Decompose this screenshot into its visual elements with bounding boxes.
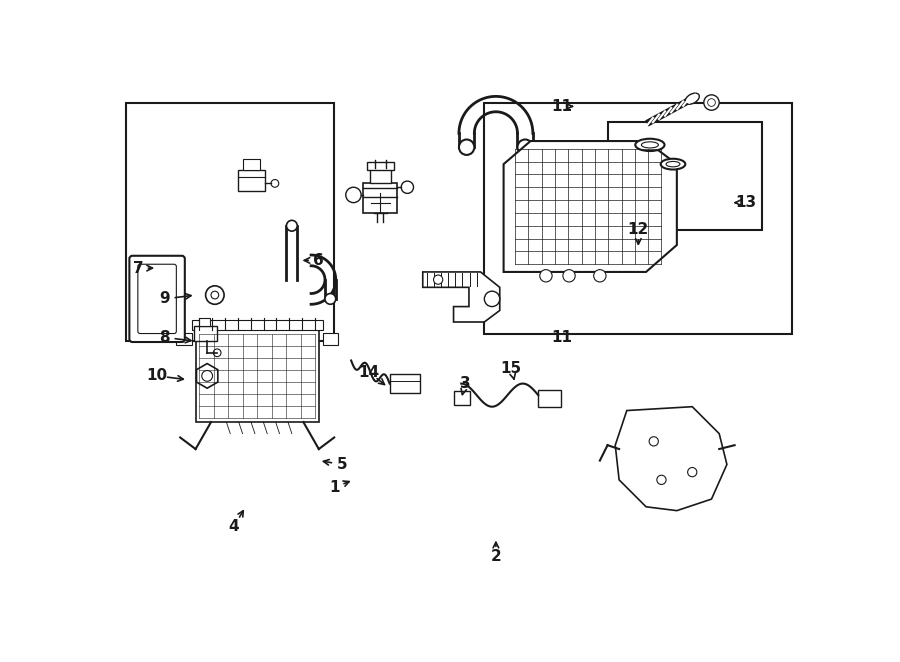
Bar [238,169,265,191]
Text: 11: 11 [551,99,572,114]
Text: 8: 8 [159,330,170,345]
Circle shape [202,371,212,381]
Circle shape [657,475,666,485]
Text: 11: 11 [551,330,572,345]
Circle shape [459,140,474,155]
Circle shape [484,291,500,307]
Bar [454,391,471,405]
Bar [200,318,211,326]
Circle shape [540,269,552,282]
Circle shape [213,349,221,357]
Ellipse shape [685,93,699,104]
Circle shape [649,437,659,446]
Circle shape [271,179,279,187]
Text: 14: 14 [358,365,380,379]
Text: 5: 5 [337,457,347,472]
Circle shape [205,286,224,305]
Text: 13: 13 [735,195,757,210]
Bar [322,333,338,345]
Bar [195,330,319,422]
Circle shape [707,99,716,107]
Circle shape [704,95,719,111]
FancyBboxPatch shape [130,256,184,342]
Polygon shape [423,272,500,322]
Circle shape [594,269,606,282]
Bar [192,320,322,330]
FancyBboxPatch shape [138,264,176,334]
Text: 6: 6 [313,253,324,268]
Bar [243,159,260,169]
Text: 15: 15 [500,361,522,376]
Bar [538,390,562,406]
Bar [194,326,217,341]
Text: 10: 10 [147,368,167,383]
Ellipse shape [642,142,659,148]
Circle shape [518,140,533,155]
Bar [370,168,392,183]
Circle shape [688,467,697,477]
Polygon shape [616,406,727,510]
Bar [176,333,192,345]
Circle shape [325,293,336,305]
Circle shape [401,181,413,193]
Text: 2: 2 [491,549,501,564]
Text: 1: 1 [329,480,339,495]
Bar [390,373,420,393]
Bar [484,103,792,334]
Bar [608,122,761,230]
Ellipse shape [635,139,664,151]
Bar [366,162,394,169]
Ellipse shape [666,162,680,167]
Polygon shape [504,141,677,272]
Circle shape [562,269,575,282]
Ellipse shape [661,159,685,169]
Circle shape [211,291,219,299]
Circle shape [434,275,443,284]
Text: 4: 4 [229,518,239,534]
Text: 7: 7 [132,261,143,275]
Bar [126,103,334,341]
Circle shape [286,220,297,231]
Bar [364,183,397,213]
Text: 12: 12 [627,222,649,237]
Circle shape [346,187,361,203]
Polygon shape [196,363,218,388]
Text: 9: 9 [159,291,170,307]
Text: 3: 3 [460,376,471,391]
